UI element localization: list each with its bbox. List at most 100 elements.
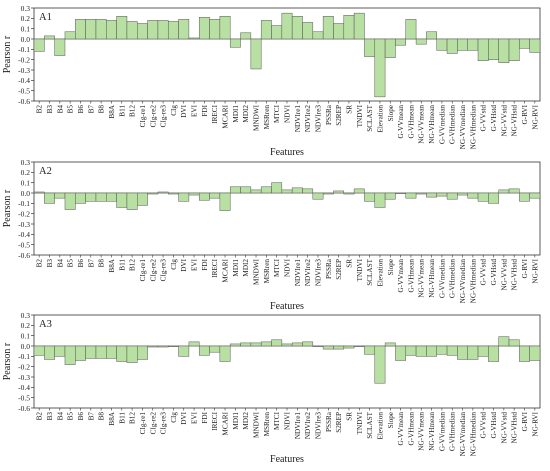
bar-g-vhstd <box>488 345 499 362</box>
x-tick-label: G-VHmean <box>407 412 415 446</box>
x-tick-label: CIg <box>170 105 178 116</box>
x-tick-label: G-VHmedian <box>449 105 457 145</box>
bar-mtci <box>271 339 283 347</box>
bar-tndvi <box>353 345 365 347</box>
bar-g-vhmedian <box>446 38 458 54</box>
x-tick-label: B6 <box>77 412 85 421</box>
bar-fdi <box>198 17 210 40</box>
bar-mcari <box>219 345 231 362</box>
bar-mndwi <box>250 342 262 347</box>
x-tick-label: CIg-re1 <box>139 259 147 282</box>
bar-ndvire1 <box>291 16 303 40</box>
y-tick-label: -0.3 <box>18 220 30 229</box>
x-tick-label: G-VHstd <box>490 412 498 439</box>
bar-ng-vvmean <box>415 38 427 45</box>
bar-g-vvmedian <box>436 192 448 197</box>
x-tick-label: NG-VVmean <box>418 412 426 451</box>
bar-cig-re3 <box>157 191 169 194</box>
y-tick-label: 0.1 <box>21 24 31 33</box>
bar-b11 <box>116 192 128 208</box>
x-tick-label: TNDVI <box>356 104 364 127</box>
x-tick-label: S2REP <box>335 412 343 433</box>
x-tick-label: SCLAST <box>366 411 374 438</box>
x-tick-label: SCLAST <box>366 258 374 285</box>
x-tick-label: TNDVI <box>356 411 364 434</box>
bar-ng-vhmean <box>426 192 437 198</box>
y-tick-label: -0.1 <box>18 352 30 361</box>
bar-fdi <box>198 345 210 356</box>
bar-g-vhmedian <box>446 345 458 356</box>
x-axis-label: Features <box>270 454 304 465</box>
x-axis-label: Features <box>270 301 304 312</box>
bar-cig <box>167 21 179 40</box>
bar-ng-vhstd <box>508 38 520 61</box>
bar-mdi1 <box>229 343 241 347</box>
x-tick-label: NG-VHmedian <box>469 105 477 150</box>
y-tick-label: -0.2 <box>18 55 30 64</box>
bar-ng-rvi <box>529 38 541 53</box>
x-tick-label: G-RVI <box>521 104 529 124</box>
bar-s2rep <box>333 190 345 194</box>
x-tick-label: G-VVstd <box>480 412 488 439</box>
bar-g-rvi <box>519 38 530 49</box>
x-tick-label: NG-VHstd <box>511 412 519 444</box>
bar-ng-vhstd <box>508 188 520 194</box>
x-tick-label: B2 <box>36 412 44 421</box>
bar-ireci <box>209 19 221 40</box>
x-tick-label: NDVIre2 <box>304 259 312 287</box>
bar-b7 <box>85 192 97 202</box>
bar-ndvire1 <box>291 187 303 194</box>
x-tick-label: B3 <box>46 259 54 268</box>
x-tick-label: B12 <box>129 259 137 271</box>
y-tick-label: 0.2 <box>21 14 31 23</box>
x-tick-label: G-VHmedian <box>449 412 457 452</box>
x-tick-label: MTCI <box>273 258 281 277</box>
x-tick-label: NG-RVI <box>531 104 539 129</box>
bar-b8 <box>95 19 107 40</box>
x-tick-label: B4 <box>56 412 64 421</box>
x-tick-label: B3 <box>46 105 54 114</box>
bar-g-rvi <box>519 192 530 202</box>
bar-mndwi <box>250 189 262 194</box>
bar-pssra <box>322 345 334 350</box>
x-tick-label: IRECI <box>211 258 219 277</box>
x-tick-label: MNDWI <box>253 411 261 438</box>
bar-b7 <box>85 19 97 40</box>
x-tick-label: MSRren <box>263 412 271 437</box>
x-tick-label: G-VVmedian <box>438 105 446 145</box>
x-tick-label: Slope <box>387 259 395 275</box>
bar-cig-re1 <box>137 192 148 206</box>
x-tick-label: G-VHmedian <box>449 259 457 299</box>
x-tick-label: S2REP <box>335 259 343 280</box>
bar-mcari <box>219 16 231 40</box>
x-tick-label: CIg-re2 <box>149 412 157 435</box>
bar-cig <box>167 345 179 347</box>
x-tick-label: B8 <box>98 259 106 268</box>
x-tick-label: MTCI <box>273 411 281 430</box>
x-tick-label: CIg-re2 <box>149 259 157 282</box>
x-tick-label: B8 <box>98 412 106 421</box>
x-tick-label: G-VVmedian <box>438 412 446 452</box>
x-tick-label: NDVIre2 <box>304 412 312 440</box>
bar-ndvire3 <box>312 31 324 40</box>
bar-b11 <box>116 16 128 40</box>
y-tick-label: -0.3 <box>18 66 30 75</box>
x-tick-label: PSSRa <box>325 411 333 432</box>
x-tick-label: NDVI <box>284 258 292 277</box>
x-tick-label: MCARI <box>222 104 230 128</box>
bar-slope <box>384 342 396 347</box>
bar-pssra <box>322 192 334 195</box>
panel-a3: -0.6 -0.5-0.4-0.3 -0.2-0.10.0 0.10.20.3 Pear… <box>2 311 541 465</box>
x-tick-label: G-VVstd <box>480 259 488 286</box>
x-axis-label: Features <box>270 147 304 158</box>
x-tick-label: MDI1 <box>232 259 240 277</box>
bar-ng-vvmedian <box>457 192 468 196</box>
bar-ndvire1 <box>291 342 303 347</box>
x-tick-label: EVI <box>191 411 199 424</box>
plot-frame <box>33 161 541 256</box>
y-axis-label: Pearson r <box>2 189 13 227</box>
x-tick-label: B5 <box>67 105 75 114</box>
x-tick-label: S2REP <box>335 105 343 126</box>
bar-b7 <box>85 345 97 359</box>
x-tick-label: MCARI <box>222 411 230 435</box>
